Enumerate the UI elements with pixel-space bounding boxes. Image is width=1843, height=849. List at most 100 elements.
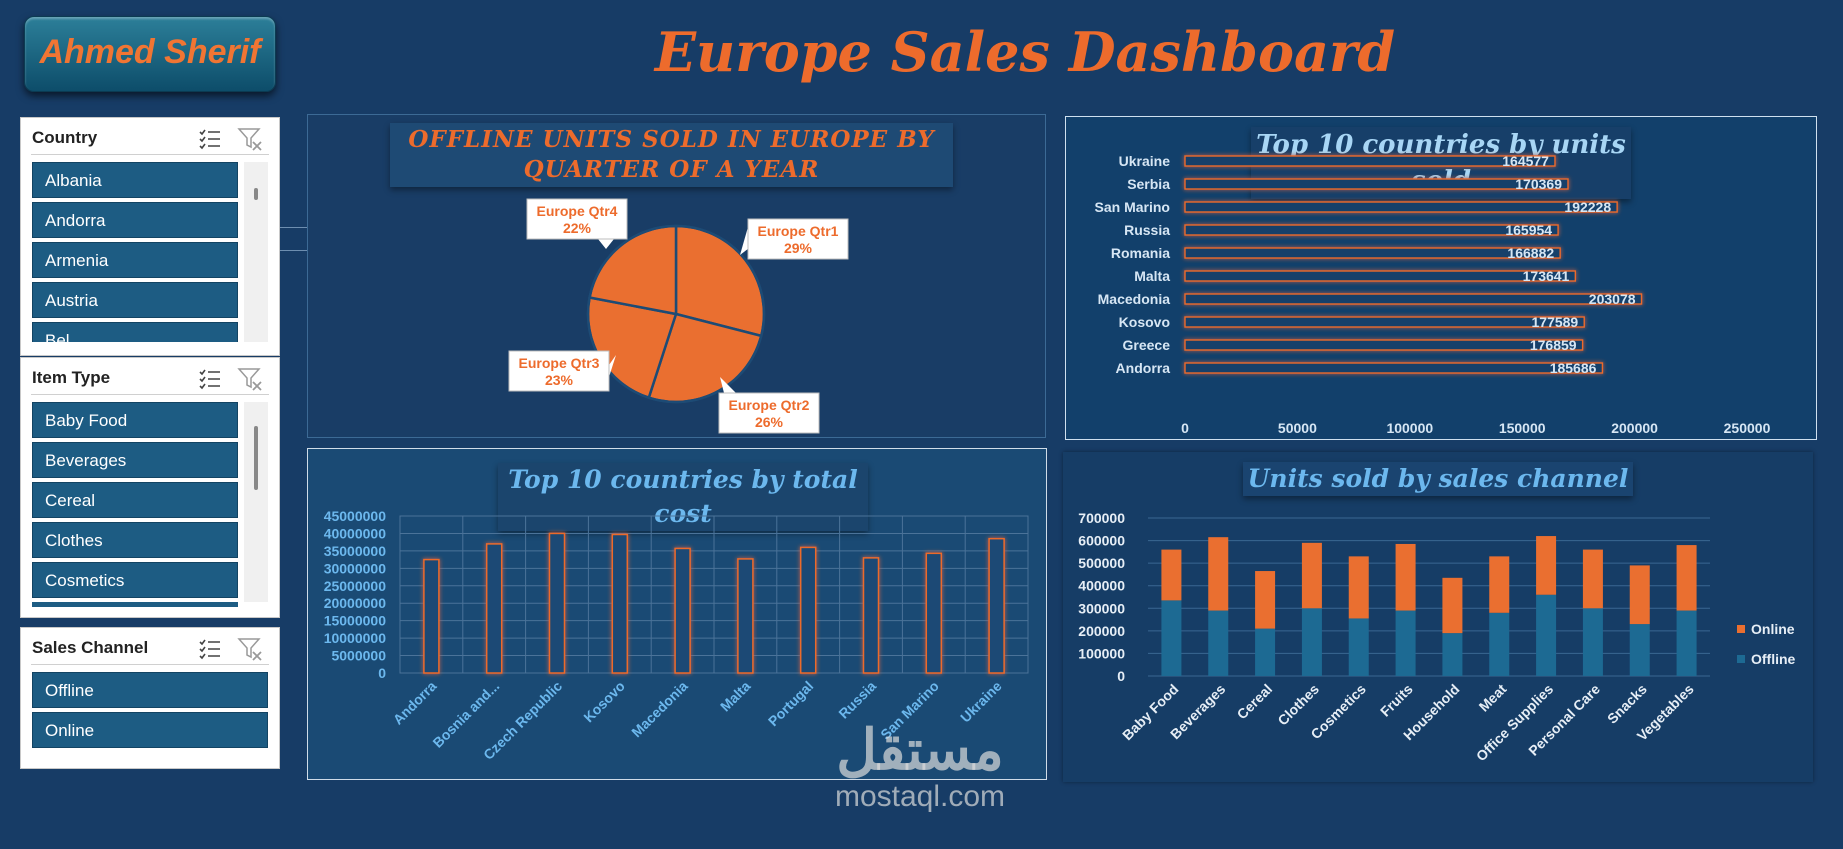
column-ukraine: [988, 537, 1005, 674]
watermark-arabic: مستقل: [836, 718, 1004, 781]
y-tick-label: Greece: [1123, 337, 1171, 353]
scrollbar-thumb[interactable]: [254, 188, 258, 200]
y-tick-label: 20000000: [324, 595, 387, 611]
offline-segment: [1582, 608, 1603, 676]
total-cost-panel: Top 10 countries by total cost 45000000 4…: [307, 448, 1047, 780]
column-kosovo: [611, 533, 629, 674]
slicer-item-armenia[interactable]: Armenia: [32, 242, 238, 278]
bar-data-label: 203078: [1589, 291, 1636, 307]
slicer-item-cereal[interactable]: Cereal: [32, 482, 238, 518]
x-tick-label: 150000: [1499, 420, 1546, 436]
item-type-slicer-scrollbar[interactable]: [244, 402, 268, 602]
author-logo-text: Ahmed Sherif: [39, 33, 261, 71]
legend-label-offline: Offline: [1751, 651, 1796, 667]
pie-value-label: 26%: [755, 414, 784, 430]
offline-segment: [1489, 612, 1510, 676]
bar-ukraine: [1184, 155, 1556, 167]
x-tick-label: 200000: [1611, 420, 1658, 436]
online-segment: [1208, 537, 1229, 611]
column-russia: [862, 557, 880, 674]
online-segment: [1676, 545, 1697, 611]
bar-data-label: 166882: [1507, 245, 1554, 261]
sales-channel-slicer-title: Sales Channel: [32, 638, 149, 657]
bar-macedonia: [1184, 293, 1643, 305]
bar-data-label: 192228: [1564, 199, 1611, 215]
slicer-item-partial[interactable]: Bel...: [32, 322, 238, 342]
label-box: [747, 218, 849, 260]
online-segment: [1395, 543, 1416, 611]
online-segment: [1629, 565, 1650, 625]
y-tick-label: 35000000: [324, 543, 387, 559]
online-segment: [1582, 549, 1603, 609]
slicer-header-divider: [31, 154, 269, 155]
x-tick-label: Andorra: [390, 678, 440, 728]
slicer-item-baby-food[interactable]: Baby Food: [32, 402, 238, 438]
bar-data-label: 164577: [1502, 153, 1549, 169]
bar-data-label: 170369: [1515, 176, 1562, 192]
online-segment: [1442, 577, 1463, 634]
x-tick-label: 0: [1181, 420, 1189, 436]
offline-segment: [1442, 633, 1463, 676]
slicer-item-belarus[interactable]: Bel...: [32, 322, 238, 342]
bar-serbia: [1184, 178, 1569, 190]
scrollbar-thumb[interactable]: [254, 426, 258, 490]
offline-segment: [1629, 624, 1650, 676]
online-segment: [1348, 556, 1369, 619]
y-tick-label: 10000000: [324, 630, 387, 646]
offline-segment: [1676, 610, 1697, 676]
y-tick-label: 100000: [1078, 645, 1125, 661]
y-tick-label: San Marino: [1095, 199, 1170, 215]
x-tick-label: Cereal: [1234, 681, 1276, 723]
column-bosnia-and-: [485, 543, 503, 674]
legend-label-online: Online: [1751, 621, 1795, 637]
author-logo-button[interactable]: Ahmed Sherif: [24, 16, 276, 92]
label-box: [526, 198, 628, 240]
online-segment: [1161, 549, 1182, 601]
slicer-item-andorra[interactable]: Andorra: [32, 202, 238, 238]
country-slicer-scrollbar[interactable]: [244, 162, 268, 342]
quarter-pie-panel: OFFLINE UNITS SOLD IN EUROPE BY QUARTER …: [307, 114, 1046, 438]
y-tick-label: 0: [378, 665, 386, 681]
multi-select-icon[interactable]: [198, 128, 222, 150]
legend-swatch-offline: [1737, 655, 1745, 663]
sales-channel-title: Units sold by sales channel: [1243, 462, 1633, 496]
slicer-item-beverages[interactable]: Beverages: [32, 442, 238, 478]
clear-filter-icon[interactable]: [237, 126, 263, 152]
multi-select-icon[interactable]: [198, 638, 222, 660]
slicer-item-austria[interactable]: Austria: [32, 282, 238, 318]
label-pointer: [598, 239, 614, 249]
slicer-item-cosmetics[interactable]: Cosmetics: [32, 562, 238, 598]
clear-filter-icon[interactable]: [237, 366, 263, 392]
bar-romania: [1184, 247, 1561, 259]
offline-segment: [1301, 608, 1322, 676]
y-tick-label: Serbia: [1127, 176, 1170, 192]
y-tick-label: Andorra: [1116, 360, 1171, 376]
y-tick-label: 30000000: [324, 560, 387, 576]
bar-san-marino: [1184, 201, 1618, 213]
chart-legend: Online Offline: [1737, 621, 1796, 667]
offline-segment: [1395, 610, 1416, 676]
column-czech-republic: [548, 532, 566, 674]
bar-malta: [1184, 270, 1577, 282]
multi-select-icon[interactable]: [198, 368, 222, 390]
clear-filter-icon[interactable]: [237, 636, 263, 662]
online-segment: [1301, 542, 1322, 609]
column-san-marino: [925, 552, 943, 674]
bar-data-label: 185686: [1550, 360, 1597, 376]
x-tick-label: 100000: [1386, 420, 1433, 436]
slicer-item-clothes[interactable]: Clothes: [32, 522, 238, 558]
offline-segment: [1536, 594, 1557, 676]
slicer-item-albania[interactable]: Albania: [32, 162, 238, 198]
slicer-item-offline[interactable]: Offline: [32, 672, 268, 708]
label-box: [718, 392, 820, 434]
bar-kosovo: [1184, 316, 1585, 328]
pie-value-label: 23%: [545, 372, 574, 388]
slicer-item-online[interactable]: Online: [32, 712, 268, 748]
y-tick-label: Romania: [1111, 245, 1170, 261]
column-portugal: [799, 546, 817, 674]
